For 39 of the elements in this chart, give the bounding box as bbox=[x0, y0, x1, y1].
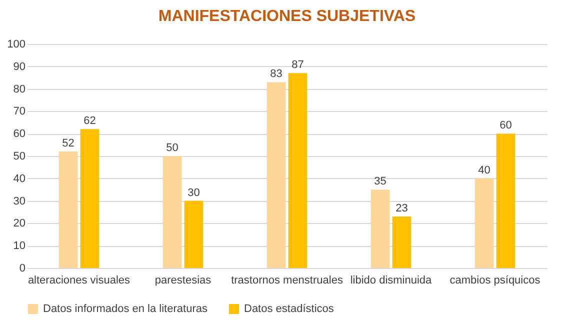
bar bbox=[474, 178, 494, 268]
y-tick-label: 50 bbox=[13, 150, 26, 162]
data-label: 62 bbox=[84, 115, 96, 128]
y-tick-label: 20 bbox=[13, 218, 26, 230]
y-tick-label: 40 bbox=[13, 172, 26, 185]
y-tick-label: 0 bbox=[19, 262, 26, 274]
data-label: 87 bbox=[292, 59, 304, 72]
y-tick-label: 80 bbox=[13, 83, 26, 96]
y-tick-label: 100 bbox=[7, 38, 26, 50]
y-tick-label: 70 bbox=[13, 106, 26, 118]
data-label: 50 bbox=[166, 142, 178, 154]
data-label: 35 bbox=[374, 176, 386, 188]
bar bbox=[496, 134, 516, 268]
data-label: 60 bbox=[500, 120, 512, 132]
x-tick-label: alteraciones visuales bbox=[28, 274, 131, 286]
x-tick-label: parestesias bbox=[154, 274, 212, 286]
legend-label: Datos estadísticos bbox=[244, 303, 334, 315]
data-label: 83 bbox=[270, 68, 282, 80]
bar bbox=[288, 73, 308, 268]
data-label: 30 bbox=[188, 186, 200, 199]
data-label: 23 bbox=[396, 202, 408, 214]
y-tick-label: 10 bbox=[13, 240, 26, 252]
legend-label: Datos informados en la literaturas bbox=[43, 303, 208, 315]
bar bbox=[58, 152, 78, 268]
x-tick-label: cambios psíquicos bbox=[450, 274, 541, 286]
bar bbox=[162, 156, 182, 268]
bar bbox=[392, 216, 412, 268]
y-tick-label: 60 bbox=[13, 128, 26, 140]
data-label: 40 bbox=[478, 164, 490, 176]
bar bbox=[184, 200, 204, 268]
chart-title: MANIFESTACIONES SUBJETIVAS bbox=[158, 8, 416, 25]
bar bbox=[80, 129, 100, 268]
y-tick-label: 30 bbox=[13, 195, 26, 208]
bar bbox=[370, 190, 390, 268]
y-tick-label: 90 bbox=[13, 60, 26, 73]
data-label: 52 bbox=[62, 138, 74, 150]
bar bbox=[266, 82, 286, 268]
x-tick-label: trastornos menstruales bbox=[231, 274, 344, 286]
x-tick-label: libido disminuida bbox=[350, 274, 433, 286]
